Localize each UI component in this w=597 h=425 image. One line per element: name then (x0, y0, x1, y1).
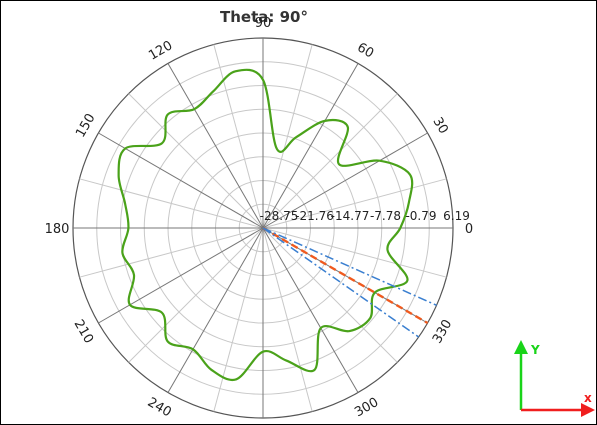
grid-spoke-minor (213, 44, 264, 229)
angle-tick-labels: 0306090120150180210240270300330 (45, 16, 474, 420)
angle-tick-label: 60 (354, 40, 376, 61)
axis-triad: Y x (514, 340, 595, 417)
grid-spoke-major (98, 132, 264, 229)
grid-spoke-minor (262, 93, 398, 229)
angle-tick-label: 90 (255, 16, 272, 31)
triad-x-arrowhead (581, 403, 595, 417)
grid-spoke-minor (128, 93, 264, 229)
series-pattern-curve (117, 68, 414, 382)
grid-spoke-minor (79, 178, 264, 229)
radial-tick-label: -14.77 (331, 209, 370, 223)
angle-tick-label: 180 (45, 222, 70, 237)
series-beamwidth-line (262, 227, 420, 338)
grid-spoke-major (262, 227, 359, 393)
triad-x-label: x (584, 391, 592, 405)
angle-tick-label: 0 (465, 222, 473, 237)
radial-tick-label: -21.76 (295, 209, 334, 223)
angle-tick-label: 240 (145, 395, 174, 420)
grid-spoke-major (262, 63, 359, 229)
grid-spoke-minor (128, 227, 264, 363)
grid-spoke-major (167, 227, 264, 393)
radial-tick-labels: -28.75-21.76-14.77 -7.78 -0.79 6.19 (260, 209, 470, 223)
radial-tick-label: 6.19 (443, 209, 470, 223)
grid-spoke-major (262, 132, 428, 229)
radial-tick-label: -7.78 (370, 209, 401, 223)
angle-tick-label: 330 (430, 317, 455, 346)
grid-spoke-minor (213, 227, 264, 412)
radial-tick-label: -28.75 (260, 209, 299, 223)
chart-title: Theta: 90° (220, 8, 308, 26)
angle-tick-label: 30 (429, 115, 450, 137)
grid-spoke-minor (79, 227, 264, 278)
angle-tick-label: 120 (146, 38, 175, 63)
grid-spoke-major (98, 227, 264, 324)
grid-spoke-minor (262, 227, 313, 412)
polar-grid (72, 37, 454, 419)
grid-spoke-minor (262, 44, 313, 229)
angle-tick-label: 210 (71, 317, 96, 346)
series-beamwidth-line (262, 227, 437, 306)
radial-tick-label: -0.79 (405, 209, 436, 223)
grid-spoke-minor (262, 227, 447, 278)
series-layer (117, 68, 437, 382)
grid-spoke-major (167, 63, 264, 229)
series-main-lobe-line (262, 226, 429, 325)
triad-y-label: Y (530, 343, 540, 357)
angle-tick-label: 150 (73, 111, 98, 140)
angle-tick-label: 300 (352, 395, 381, 420)
grid-spoke-minor (262, 178, 447, 229)
grid-spoke-minor (262, 227, 398, 363)
triad-y-arrowhead (514, 340, 528, 354)
